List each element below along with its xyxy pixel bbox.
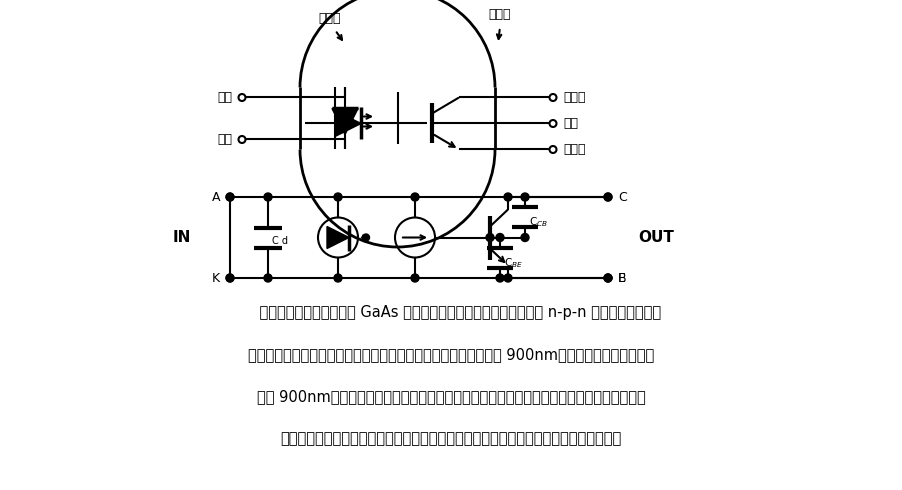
Text: C: C bbox=[618, 191, 627, 203]
Circle shape bbox=[604, 193, 612, 201]
Circle shape bbox=[504, 274, 512, 282]
Text: 基极: 基极 bbox=[563, 117, 578, 130]
Text: B: B bbox=[618, 271, 627, 285]
Circle shape bbox=[604, 274, 612, 282]
Text: OUT: OUT bbox=[638, 230, 674, 245]
Text: 集电极: 集电极 bbox=[563, 91, 585, 104]
Circle shape bbox=[334, 274, 342, 282]
Circle shape bbox=[504, 193, 512, 201]
Circle shape bbox=[411, 274, 419, 282]
Text: 级。二极管和传感器之间是一个红外透光玻璃，二极管发射波长约 900nm。传感器光晶体管响应波: 级。二极管和传感器之间是一个红外透光玻璃，二极管发射波长约 900nm。传感器光… bbox=[248, 347, 654, 362]
Text: 电路中的光耦合器由一个 GaAs 红外发射二极管作为输入级，一个硅 n-p-n 光晶体管作为输出: 电路中的光耦合器由一个 GaAs 红外发射二极管作为输入级，一个硅 n-p-n … bbox=[241, 305, 661, 320]
Polygon shape bbox=[332, 108, 358, 134]
Circle shape bbox=[521, 193, 529, 201]
Text: K: K bbox=[212, 271, 220, 285]
Polygon shape bbox=[327, 226, 349, 248]
Text: IN: IN bbox=[173, 230, 191, 245]
Circle shape bbox=[496, 234, 504, 242]
Circle shape bbox=[226, 274, 234, 282]
Circle shape bbox=[521, 234, 529, 242]
Text: 发射极: 发射极 bbox=[563, 143, 585, 156]
Text: E: E bbox=[618, 271, 626, 285]
Circle shape bbox=[496, 274, 504, 282]
Circle shape bbox=[411, 193, 419, 201]
Text: C d: C d bbox=[272, 236, 288, 245]
Circle shape bbox=[363, 234, 370, 241]
Circle shape bbox=[334, 193, 342, 201]
Text: C$_{BE}$: C$_{BE}$ bbox=[504, 256, 523, 270]
Text: 输入级: 输入级 bbox=[318, 11, 341, 24]
Text: C$_{CB}$: C$_{CB}$ bbox=[529, 215, 548, 229]
Circle shape bbox=[486, 234, 494, 242]
Text: 例。集电极和基极以及基极和发射极之间的结电容决定输出电流波形的上升和下降时间。: 例。集电极和基极以及基极和发射极之间的结电容决定输出电流波形的上升和下降时间。 bbox=[281, 431, 621, 446]
Circle shape bbox=[264, 274, 272, 282]
Text: 阴极: 阴极 bbox=[217, 91, 232, 104]
Polygon shape bbox=[335, 111, 361, 137]
Text: 阳极: 阳极 bbox=[217, 133, 232, 146]
Circle shape bbox=[226, 193, 234, 201]
Circle shape bbox=[264, 193, 272, 201]
Text: 输出级: 输出级 bbox=[489, 8, 511, 22]
Text: 长约 900nm。在光晶体三极管集电极和基极之间由入射光产生的基极电流与二极管发射光成比: 长约 900nm。在光晶体三极管集电极和基极之间由入射光产生的基极电流与二极管发… bbox=[257, 389, 645, 404]
Text: A: A bbox=[211, 191, 220, 203]
